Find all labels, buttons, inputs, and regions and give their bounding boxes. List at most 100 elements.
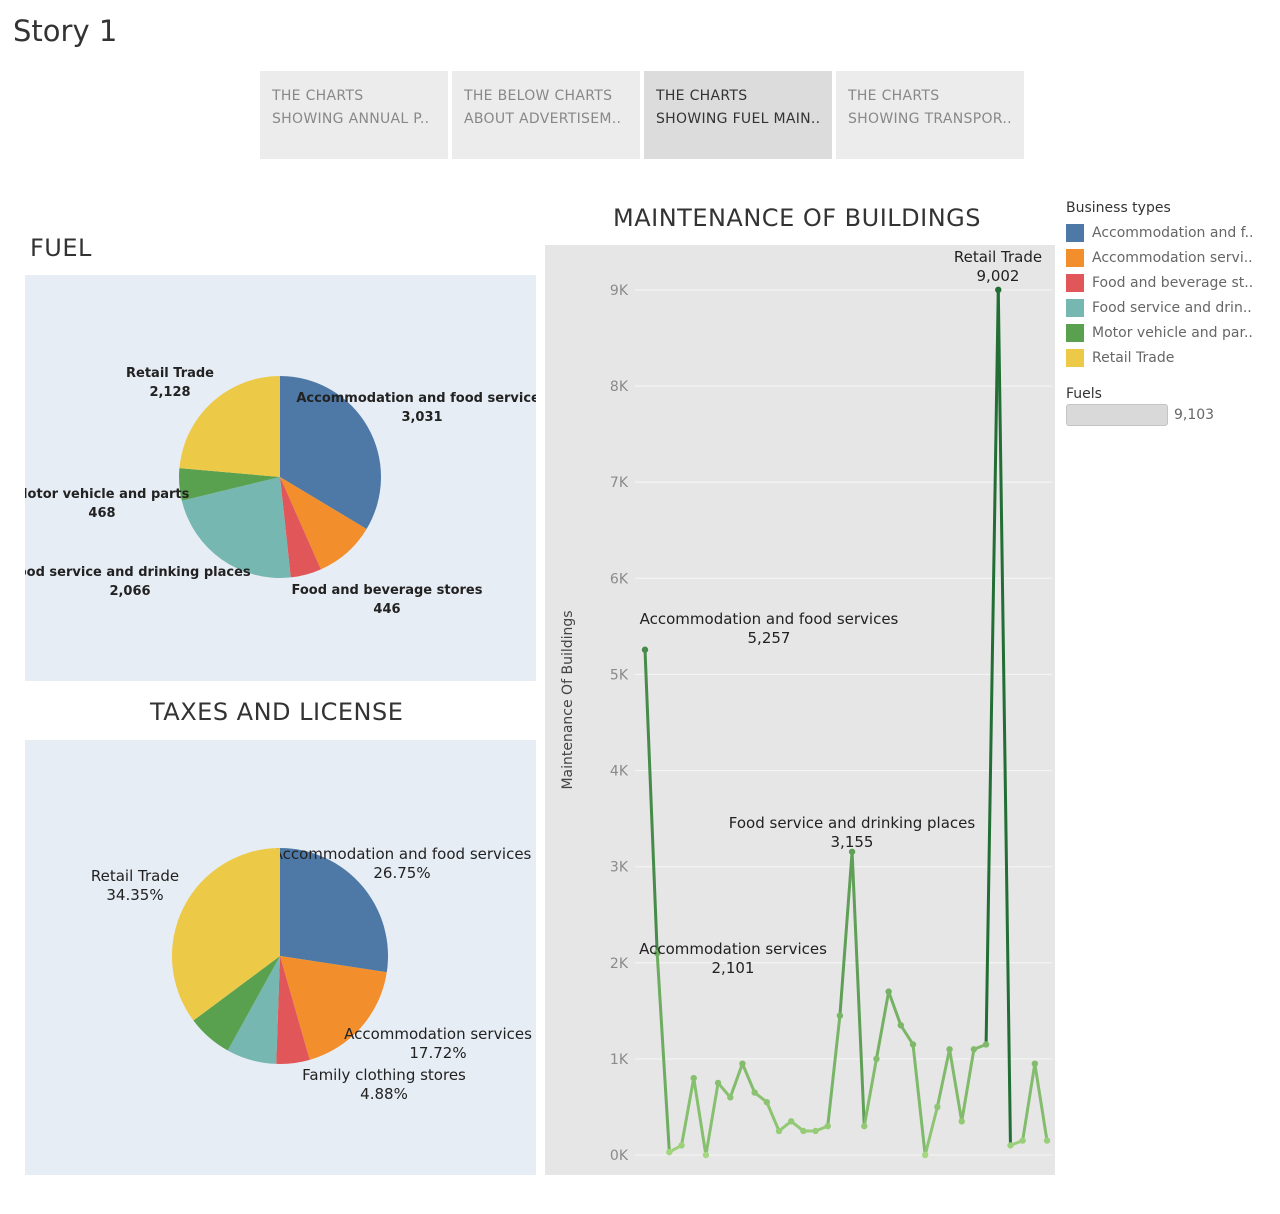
line-segment xyxy=(899,1023,915,1046)
data-point xyxy=(970,1046,978,1053)
data-point xyxy=(1031,1060,1039,1067)
data-point xyxy=(934,1103,941,1111)
y-tick-label: 2K xyxy=(610,956,629,972)
tab-line: THE CHARTS xyxy=(848,88,940,104)
fuels-filter: 9,103 xyxy=(1066,404,1276,426)
line-segment xyxy=(1033,1062,1049,1143)
y-tick-label: 3K xyxy=(610,860,629,876)
data-point xyxy=(909,1041,917,1048)
plot-area xyxy=(635,245,1052,1170)
legend-item[interactable]: Accommodation servi.. xyxy=(1066,245,1276,270)
line-segment xyxy=(935,1047,952,1109)
tab-line: ABOUT ADVERTISEM.. xyxy=(464,111,622,127)
data-point xyxy=(653,949,661,957)
data-point xyxy=(739,1060,746,1067)
legend-item[interactable]: Food and beverage st.. xyxy=(1066,270,1276,295)
pie-slice xyxy=(227,956,280,1064)
annotation-value: 5,257 xyxy=(748,629,791,647)
slice-label: Food and beverage stores xyxy=(291,583,482,598)
data-point xyxy=(641,646,649,653)
line-segment xyxy=(728,1062,744,1099)
legend-label: Accommodation and f.. xyxy=(1092,224,1254,241)
line-segment xyxy=(826,1014,842,1128)
tab-line: SHOWING ANNUAL P.. xyxy=(272,111,430,127)
line-segment xyxy=(680,1076,696,1147)
slice-label: Retail Trade xyxy=(126,366,214,381)
legend-item[interactable]: Accommodation and f.. xyxy=(1066,220,1276,245)
pie-slice xyxy=(276,956,310,1064)
legend-swatch xyxy=(1066,323,1084,342)
y-tick-label: 9K xyxy=(610,283,629,299)
pie-slice xyxy=(280,477,367,570)
annotation-value: 2,101 xyxy=(712,959,755,977)
slice-value-label: 26.75% xyxy=(373,864,430,882)
y-tick-label: 1K xyxy=(610,1052,629,1068)
legend-label: Retail Trade xyxy=(1092,349,1175,366)
line-segment xyxy=(838,850,854,1018)
legend: Business types Accommodation and f.. Acc… xyxy=(1066,200,1276,426)
tab-line: THE CHARTS xyxy=(656,88,748,104)
y-tick-label: 6K xyxy=(610,571,629,587)
legend-item[interactable]: Food service and drin.. xyxy=(1066,295,1276,320)
legend-item[interactable]: Retail Trade xyxy=(1066,345,1276,370)
data-point xyxy=(848,848,856,855)
slice-label: Motor vehicle and parts xyxy=(25,487,190,502)
legend-label: Food and beverage st.. xyxy=(1092,274,1254,291)
fuels-filter-title: Fuels xyxy=(1066,386,1102,402)
data-point xyxy=(800,1127,807,1135)
data-point xyxy=(763,1098,771,1106)
tab-line: SHOWING TRANSPOR.. xyxy=(848,111,1012,127)
data-point xyxy=(824,1122,831,1130)
line-segment xyxy=(850,850,866,1128)
story-title: Story 1 xyxy=(13,14,118,48)
data-point xyxy=(885,988,892,995)
pie-slice xyxy=(181,477,291,578)
story-tab-fuel-maintenance[interactable]: THE CHARTS SHOWING FUEL MAIN.. xyxy=(644,71,832,159)
data-point xyxy=(946,1046,953,1053)
slice-value-label: 446 xyxy=(373,602,400,617)
data-point xyxy=(775,1127,783,1135)
line-segment xyxy=(887,990,903,1027)
y-tick-label: 5K xyxy=(610,667,629,683)
fuels-value: 9,103 xyxy=(1174,407,1215,423)
story-tab-advertisement[interactable]: THE BELOW CHARTS ABOUT ADVERTISEM.. xyxy=(452,71,640,159)
line-segment xyxy=(655,951,671,1154)
slice-value-label: 2,066 xyxy=(109,584,150,599)
annotation-value: 9,002 xyxy=(977,267,1020,285)
fuel-title: FUEL xyxy=(30,234,92,262)
data-point xyxy=(812,1127,819,1135)
pie-slice xyxy=(280,477,321,578)
line-segment xyxy=(911,1042,927,1157)
slice-value-label: 468 xyxy=(88,506,115,521)
line-segment xyxy=(692,1076,708,1157)
slice-label: Accommodation and food services xyxy=(296,391,536,406)
slice-value-label: 3,031 xyxy=(401,410,442,425)
pie-slice xyxy=(171,848,280,1021)
data-point xyxy=(1019,1137,1026,1144)
y-tick-label: 7K xyxy=(610,475,629,491)
line-segment xyxy=(765,1100,781,1133)
slice-value-label: 4.88% xyxy=(360,1085,408,1103)
slice-value-label: 2,128 xyxy=(149,385,190,400)
legend-swatch xyxy=(1066,223,1084,242)
data-point xyxy=(897,1022,905,1029)
tab-line: THE BELOW CHARTS xyxy=(464,88,613,104)
line-segment xyxy=(1021,1062,1037,1143)
legend-title: Business types xyxy=(1066,200,1171,216)
annotation-value: 3,155 xyxy=(831,833,874,851)
line-segment xyxy=(643,648,659,955)
line-segment xyxy=(960,1047,976,1123)
line-segment xyxy=(984,288,1000,1046)
data-point xyxy=(787,1118,795,1125)
data-point xyxy=(873,1055,880,1063)
maintenance-line-chart: 0K 1K 2K 3K 4K 5K 6K 7K 8K 9K Maintenance Of Build… xyxy=(545,245,1055,1175)
y-tick-label: 0K xyxy=(610,1148,629,1164)
fuel-panel: Accommodation and food services 3,031 Food… xyxy=(9,275,548,681)
pie-slice xyxy=(280,956,387,1060)
story-tab-transportation[interactable]: THE CHARTS SHOWING TRANSPOR.. xyxy=(836,71,1024,159)
slice-label: Accommodation and food services xyxy=(273,845,532,863)
fuels-range-slider[interactable] xyxy=(1066,404,1168,426)
legend-item[interactable]: Motor vehicle and par.. xyxy=(1066,320,1276,345)
data-point xyxy=(666,1148,673,1156)
story-tab-annual[interactable]: THE CHARTS SHOWING ANNUAL P.. xyxy=(260,71,448,159)
